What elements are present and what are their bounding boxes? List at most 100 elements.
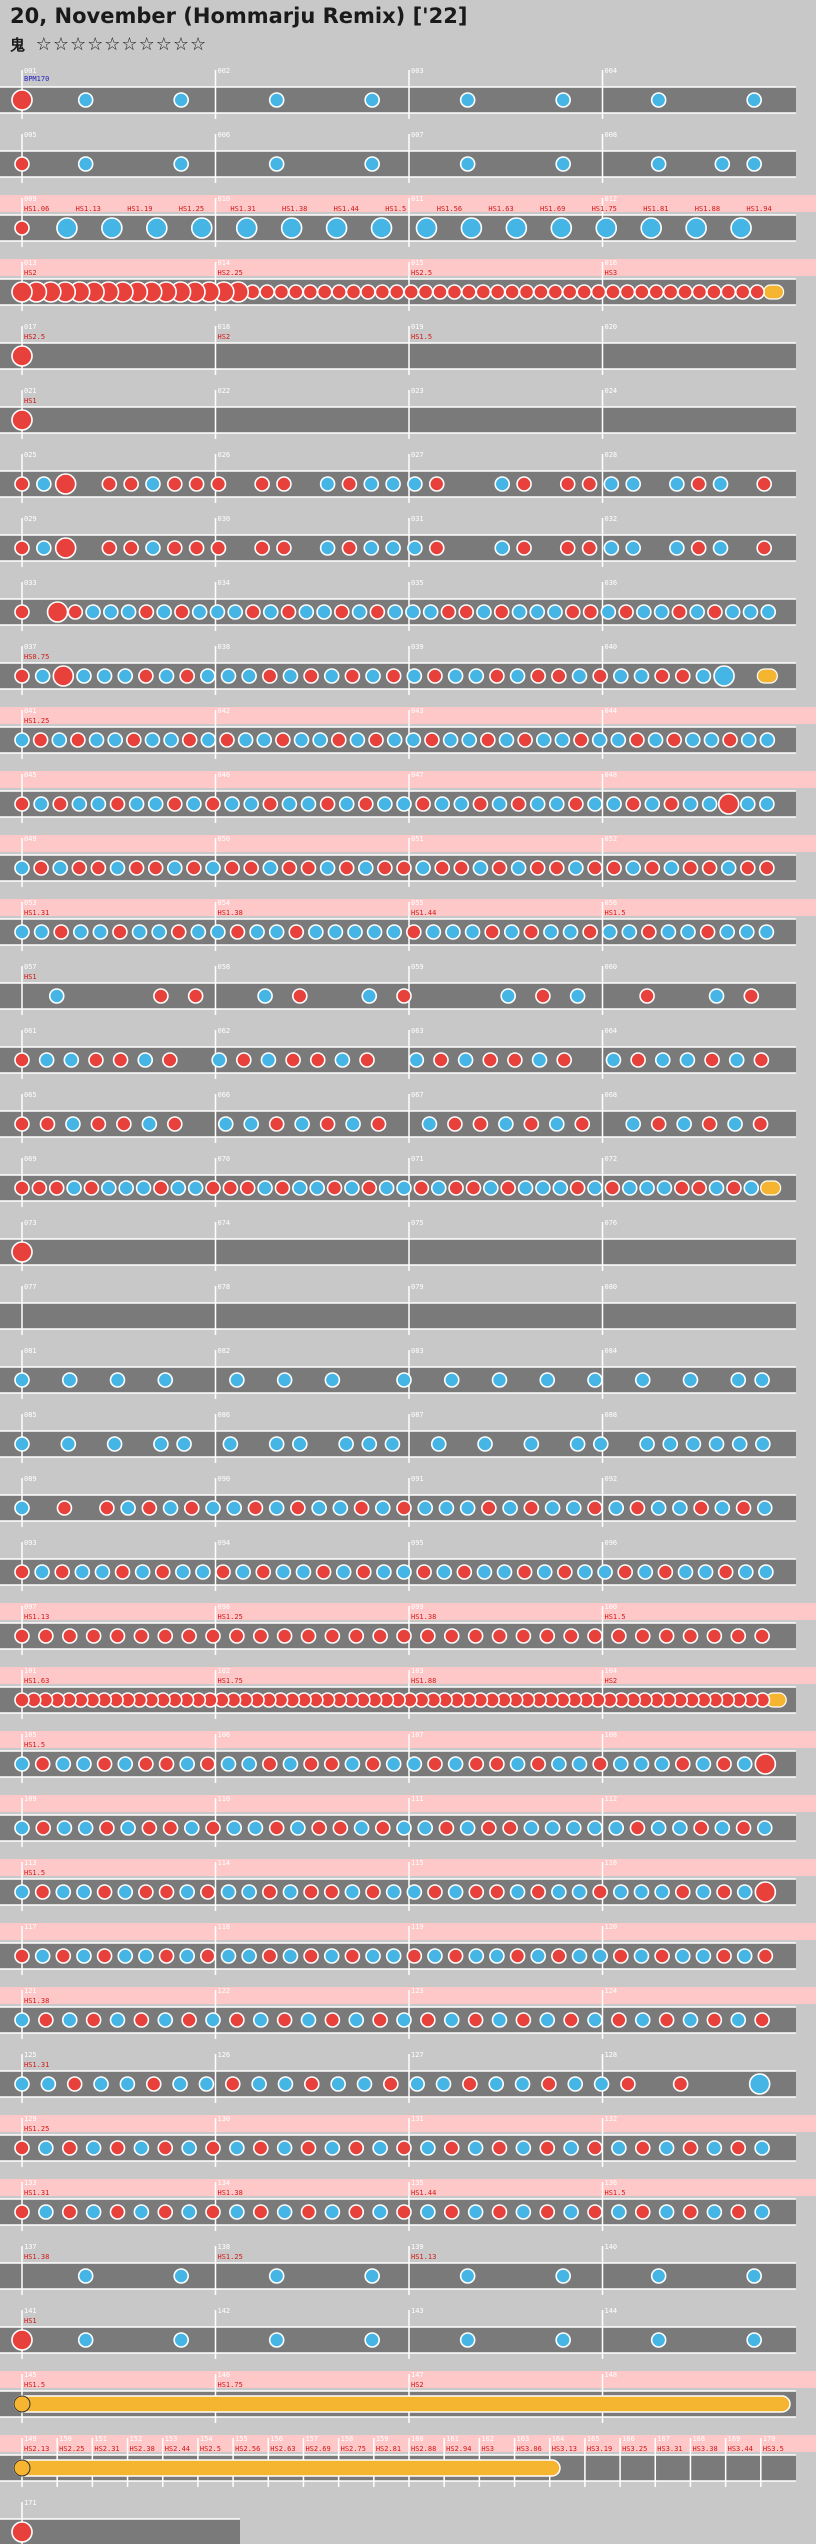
bar-number: 078 [218,1283,231,1291]
don-note [255,1564,272,1580]
scroll-speed-marker: HS1 [24,2317,37,2325]
bar-number: 015 [411,259,424,267]
scroll-speed-marker: HS1.44 [411,909,436,917]
ka-note [34,1564,50,1580]
don-note [706,284,722,300]
ka-note [611,2204,627,2220]
bar-number: 067 [411,1091,424,1099]
ka-note [755,1436,771,1452]
ka-note [344,1756,361,1772]
don-note [252,2204,269,2220]
bar-number: 156 [270,2435,283,2443]
ka-note [290,1820,306,1836]
bar-number: 143 [411,2307,424,2315]
ka-note [275,1564,292,1580]
don-note [179,668,195,684]
ka-note [417,1500,434,1516]
don-note [377,860,393,876]
ka-note [625,540,642,556]
don-note [34,1756,51,1772]
don-note [114,1564,131,1580]
ka-note [436,1564,453,1580]
ka-note [14,1436,30,1452]
bpm-marker: BPM170 [24,75,49,83]
ka-note [268,1500,285,1516]
don-note [188,476,205,492]
scroll-speed-band [0,707,816,724]
ka-note [498,1116,514,1132]
ka-note [133,2204,150,2220]
ka-note [396,796,412,812]
bar-number: 025 [24,451,37,459]
don-note [324,2012,341,2028]
bar-number: 035 [411,579,424,587]
don-note [489,1756,505,1772]
bar-number: 100 [605,1603,618,1611]
ka-note [754,1372,770,1388]
scroll-speed-marker: HS1.5 [605,1613,626,1621]
scroll-speed-marker: HS1.5 [24,1741,45,1749]
don-note [281,860,298,876]
ka-note [682,1372,699,1388]
ka-note [372,2204,388,2220]
bar-number: 119 [411,1923,424,1931]
ka-note [551,1756,567,1772]
don-note [539,1628,556,1644]
ka-note [547,604,563,620]
ka-note [385,476,401,492]
bar-number: 071 [411,1155,424,1163]
ka-note [387,604,403,620]
ka-note [708,988,725,1004]
scroll-speed-marker: HS1.38 [282,205,307,213]
don-note [427,1884,443,1900]
ka-note [514,2076,531,2092]
scroll-speed-marker: HS1.75 [218,1677,243,1685]
big-don-note [754,1753,777,1775]
ka-note [672,1820,688,1836]
don-note [716,1948,732,1964]
chart-row: 053 054 055 056 HS1.31 HS1.38 HS1.44 HS1.5 [0,899,816,951]
don-note [188,540,205,556]
big-ka-note [235,217,258,239]
ka-note [712,540,729,556]
ka-note [438,1500,455,1516]
ka-note [544,1500,561,1516]
ka-note [459,1820,476,1836]
don-note [730,2204,747,2220]
don-note [446,284,463,300]
ka-note [459,92,476,108]
ka-note [511,604,528,620]
don-note [650,1116,667,1132]
don-note [205,2204,221,2220]
bar-number: 043 [411,707,424,715]
big-don-note [717,793,740,815]
ka-note [407,476,423,492]
ka-note [386,924,403,940]
scroll-speed-marker: HS1.38 [218,2189,243,2197]
bar-number: 077 [24,1283,37,1291]
don-note [403,284,420,300]
don-note [629,1820,646,1836]
bar-number: 063 [411,1027,424,1035]
scroll-speed-marker: HS1.31 [24,909,49,917]
scroll-speed-marker: HS3.25 [622,2445,647,2453]
bar-number: 154 [200,2435,213,2443]
ka-note [676,1116,692,1132]
scroll-speed-band [0,1795,816,1812]
don-note [112,1052,129,1068]
ka-note [496,1564,513,1580]
scroll-speed-marker: HS2.5 [411,269,432,277]
difficulty-oni-icon: 鬼 [10,36,25,54]
ka-note [727,1116,743,1132]
big-ka-note [640,217,662,239]
bar-number: 137 [24,2243,37,2251]
don-note [280,604,297,620]
don-note [396,860,412,876]
don-note [138,1756,154,1772]
don-note [210,540,227,556]
ka-note [464,924,481,940]
don-note [224,2076,241,2092]
ka-note [257,1180,273,1196]
scroll-speed-band [0,2179,816,2196]
don-note [48,1180,65,1196]
